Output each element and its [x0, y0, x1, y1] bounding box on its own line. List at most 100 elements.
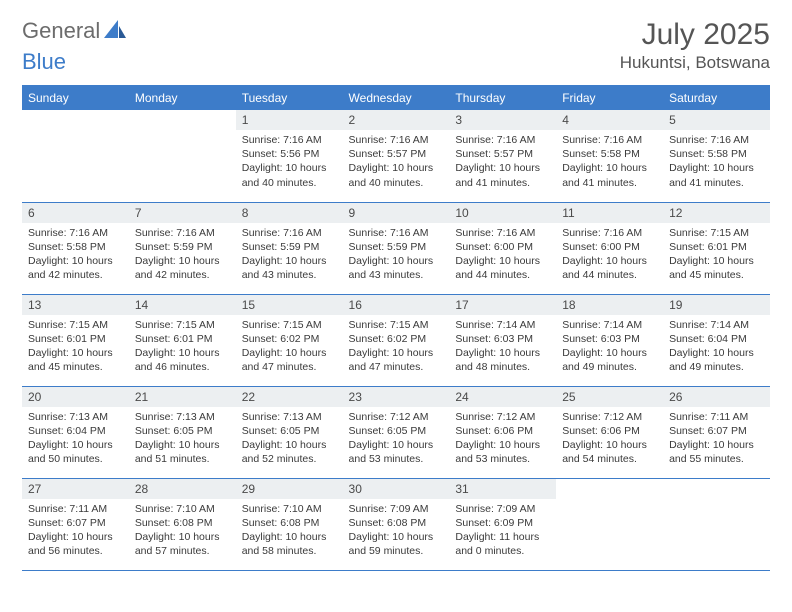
- sunset-text: Sunset: 5:58 PM: [669, 147, 764, 161]
- calendar-day-cell: 15Sunrise: 7:15 AMSunset: 6:02 PMDayligh…: [236, 294, 343, 386]
- sunset-text: Sunset: 6:01 PM: [28, 332, 123, 346]
- daylight-text: Daylight: 10 hours and 54 minutes.: [562, 438, 657, 466]
- sunset-text: Sunset: 6:08 PM: [242, 516, 337, 530]
- calendar-day-cell: 28Sunrise: 7:10 AMSunset: 6:08 PMDayligh…: [129, 478, 236, 570]
- calendar-day-cell: 17Sunrise: 7:14 AMSunset: 6:03 PMDayligh…: [449, 294, 556, 386]
- day-number: 28: [129, 479, 236, 499]
- sunrise-text: Sunrise: 7:16 AM: [349, 226, 444, 240]
- sunrise-text: Sunrise: 7:09 AM: [349, 502, 444, 516]
- daylight-text: Daylight: 10 hours and 45 minutes.: [669, 254, 764, 282]
- calendar-day-cell: 4Sunrise: 7:16 AMSunset: 5:58 PMDaylight…: [556, 110, 663, 202]
- day-number: 10: [449, 203, 556, 223]
- day-details: Sunrise: 7:12 AMSunset: 6:06 PMDaylight:…: [556, 407, 663, 473]
- calendar-day-cell: ..: [22, 110, 129, 202]
- day-number: 24: [449, 387, 556, 407]
- daylight-text: Daylight: 10 hours and 53 minutes.: [349, 438, 444, 466]
- sunrise-text: Sunrise: 7:15 AM: [349, 318, 444, 332]
- daylight-text: Daylight: 10 hours and 43 minutes.: [349, 254, 444, 282]
- daylight-text: Daylight: 10 hours and 58 minutes.: [242, 530, 337, 558]
- sunset-text: Sunset: 6:01 PM: [669, 240, 764, 254]
- sunset-text: Sunset: 5:58 PM: [562, 147, 657, 161]
- sunset-text: Sunset: 6:06 PM: [562, 424, 657, 438]
- day-number: 16: [343, 295, 450, 315]
- day-number: 13: [22, 295, 129, 315]
- calendar-day-cell: ..: [129, 110, 236, 202]
- sunset-text: Sunset: 5:58 PM: [28, 240, 123, 254]
- sunset-text: Sunset: 6:08 PM: [135, 516, 230, 530]
- sunrise-text: Sunrise: 7:14 AM: [562, 318, 657, 332]
- logo-text-blue: Blue: [22, 49, 66, 75]
- daylight-text: Daylight: 10 hours and 49 minutes.: [562, 346, 657, 374]
- day-details: Sunrise: 7:16 AMSunset: 5:58 PMDaylight:…: [22, 223, 129, 289]
- sunset-text: Sunset: 6:05 PM: [135, 424, 230, 438]
- daylight-text: Daylight: 10 hours and 40 minutes.: [349, 161, 444, 189]
- day-details: Sunrise: 7:15 AMSunset: 6:02 PMDaylight:…: [343, 315, 450, 381]
- sunrise-text: Sunrise: 7:16 AM: [28, 226, 123, 240]
- daylight-text: Daylight: 10 hours and 47 minutes.: [349, 346, 444, 374]
- weekday-header: Sunday: [22, 86, 129, 110]
- day-number: 5: [663, 110, 770, 130]
- day-details: Sunrise: 7:15 AMSunset: 6:01 PMDaylight:…: [129, 315, 236, 381]
- weekday-header: Thursday: [449, 86, 556, 110]
- sunset-text: Sunset: 6:07 PM: [28, 516, 123, 530]
- calendar-day-cell: 7Sunrise: 7:16 AMSunset: 5:59 PMDaylight…: [129, 202, 236, 294]
- day-details: Sunrise: 7:14 AMSunset: 6:04 PMDaylight:…: [663, 315, 770, 381]
- logo-text-general: General: [22, 18, 100, 44]
- sunset-text: Sunset: 5:59 PM: [349, 240, 444, 254]
- day-number: 23: [343, 387, 450, 407]
- logo-sail-icon: [104, 20, 126, 43]
- daylight-text: Daylight: 10 hours and 50 minutes.: [28, 438, 123, 466]
- sunrise-text: Sunrise: 7:13 AM: [242, 410, 337, 424]
- day-details: Sunrise: 7:09 AMSunset: 6:08 PMDaylight:…: [343, 499, 450, 565]
- calendar-day-cell: 29Sunrise: 7:10 AMSunset: 6:08 PMDayligh…: [236, 478, 343, 570]
- day-number: 6: [22, 203, 129, 223]
- day-details: Sunrise: 7:16 AMSunset: 5:59 PMDaylight:…: [236, 223, 343, 289]
- daylight-text: Daylight: 10 hours and 48 minutes.: [455, 346, 550, 374]
- sunrise-text: Sunrise: 7:16 AM: [242, 133, 337, 147]
- calendar-week-row: 6Sunrise: 7:16 AMSunset: 5:58 PMDaylight…: [22, 202, 770, 294]
- weekday-header: Friday: [556, 86, 663, 110]
- sunset-text: Sunset: 6:03 PM: [455, 332, 550, 346]
- sunrise-text: Sunrise: 7:12 AM: [455, 410, 550, 424]
- sunrise-text: Sunrise: 7:16 AM: [349, 133, 444, 147]
- sunset-text: Sunset: 5:57 PM: [455, 147, 550, 161]
- sunset-text: Sunset: 6:00 PM: [455, 240, 550, 254]
- day-number: 2: [343, 110, 450, 130]
- sunset-text: Sunset: 6:01 PM: [135, 332, 230, 346]
- sunset-text: Sunset: 6:07 PM: [669, 424, 764, 438]
- calendar-week-row: 20Sunrise: 7:13 AMSunset: 6:04 PMDayligh…: [22, 386, 770, 478]
- sunrise-text: Sunrise: 7:11 AM: [669, 410, 764, 424]
- calendar-day-cell: 26Sunrise: 7:11 AMSunset: 6:07 PMDayligh…: [663, 386, 770, 478]
- title-block: July 2025 Hukuntsi, Botswana: [620, 18, 770, 73]
- calendar-day-cell: 19Sunrise: 7:14 AMSunset: 6:04 PMDayligh…: [663, 294, 770, 386]
- sunset-text: Sunset: 5:57 PM: [349, 147, 444, 161]
- calendar-week-row: 27Sunrise: 7:11 AMSunset: 6:07 PMDayligh…: [22, 478, 770, 570]
- calendar-day-cell: 9Sunrise: 7:16 AMSunset: 5:59 PMDaylight…: [343, 202, 450, 294]
- day-number: 8: [236, 203, 343, 223]
- day-details: Sunrise: 7:16 AMSunset: 5:57 PMDaylight:…: [343, 130, 450, 196]
- sunset-text: Sunset: 6:09 PM: [455, 516, 550, 530]
- daylight-text: Daylight: 10 hours and 42 minutes.: [28, 254, 123, 282]
- day-details: Sunrise: 7:13 AMSunset: 6:04 PMDaylight:…: [22, 407, 129, 473]
- day-details: Sunrise: 7:09 AMSunset: 6:09 PMDaylight:…: [449, 499, 556, 565]
- sunset-text: Sunset: 6:06 PM: [455, 424, 550, 438]
- sunset-text: Sunset: 6:08 PM: [349, 516, 444, 530]
- day-details: Sunrise: 7:16 AMSunset: 5:58 PMDaylight:…: [663, 130, 770, 196]
- calendar-table: Sunday Monday Tuesday Wednesday Thursday…: [22, 86, 770, 571]
- day-number: 12: [663, 203, 770, 223]
- sunset-text: Sunset: 6:02 PM: [349, 332, 444, 346]
- day-number: 30: [343, 479, 450, 499]
- day-details: Sunrise: 7:13 AMSunset: 6:05 PMDaylight:…: [236, 407, 343, 473]
- sunrise-text: Sunrise: 7:16 AM: [242, 226, 337, 240]
- calendar-day-cell: 1Sunrise: 7:16 AMSunset: 5:56 PMDaylight…: [236, 110, 343, 202]
- logo: General: [22, 18, 128, 44]
- daylight-text: Daylight: 10 hours and 44 minutes.: [562, 254, 657, 282]
- daylight-text: Daylight: 10 hours and 42 minutes.: [135, 254, 230, 282]
- day-details: Sunrise: 7:15 AMSunset: 6:01 PMDaylight:…: [22, 315, 129, 381]
- sunset-text: Sunset: 6:04 PM: [28, 424, 123, 438]
- calendar-day-cell: 16Sunrise: 7:15 AMSunset: 6:02 PMDayligh…: [343, 294, 450, 386]
- calendar-day-cell: 12Sunrise: 7:15 AMSunset: 6:01 PMDayligh…: [663, 202, 770, 294]
- sunset-text: Sunset: 6:00 PM: [562, 240, 657, 254]
- sunrise-text: Sunrise: 7:16 AM: [562, 133, 657, 147]
- calendar-header-row: Sunday Monday Tuesday Wednesday Thursday…: [22, 86, 770, 110]
